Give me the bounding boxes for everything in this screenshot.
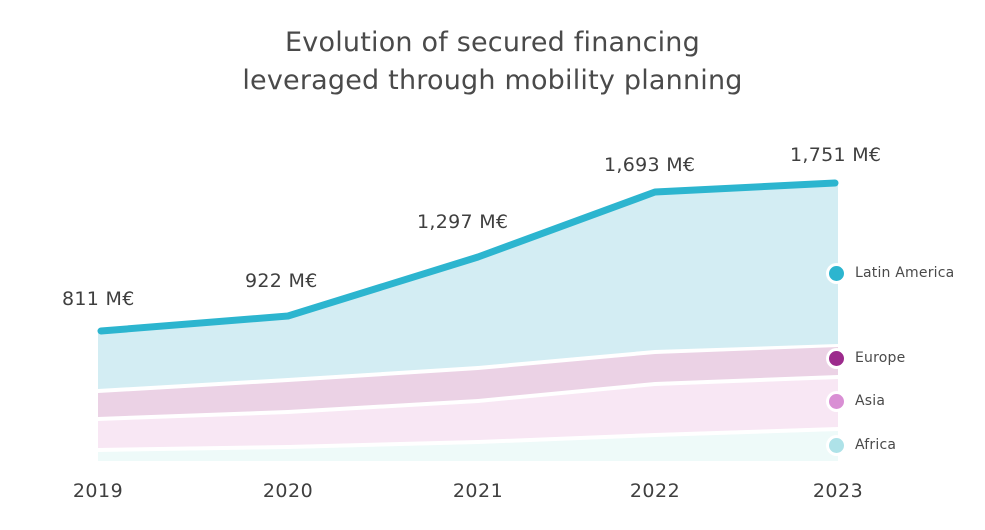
legend-dot-icon-latin-america bbox=[829, 265, 844, 281]
chart-title: Evolution of secured financing leveraged… bbox=[242, 27, 743, 96]
data-label-2022: 1,693 M€ bbox=[604, 154, 696, 176]
legend-dot-icon-europe bbox=[829, 350, 844, 366]
data-label-2020: 922 M€ bbox=[245, 270, 318, 292]
line-latin-america bbox=[97, 179, 839, 335]
legend-item-europe[interactable]: Europe bbox=[829, 350, 905, 366]
data-label-2019: 811 M€ bbox=[62, 288, 135, 310]
legend-label-latin-america: Latin America bbox=[855, 265, 955, 281]
x-tick-2021: 2021 bbox=[452, 480, 504, 502]
legend-label-africa: Africa bbox=[855, 437, 897, 453]
legend-dot-icon-africa bbox=[829, 437, 844, 453]
x-tick-2020: 2020 bbox=[262, 480, 314, 502]
area-band-asia bbox=[98, 379, 838, 448]
area-band-europe bbox=[98, 347, 838, 417]
x-tick-2022: 2022 bbox=[629, 480, 681, 502]
x-tick-2019: 2019 bbox=[72, 480, 124, 502]
legend-item-latin-america[interactable]: Latin America bbox=[829, 265, 954, 281]
legend-label-europe: Europe bbox=[855, 350, 906, 366]
data-label-2021: 1,297 M€ bbox=[417, 211, 509, 233]
legend-dot-icon-asia bbox=[829, 393, 844, 409]
legend-label-asia: Asia bbox=[855, 393, 886, 409]
area-band-africa bbox=[98, 431, 838, 461]
legend-item-africa[interactable]: Africa bbox=[829, 437, 896, 453]
area-band-latin-america bbox=[98, 184, 838, 389]
x-tick-2023: 2023 bbox=[812, 480, 864, 502]
legend-item-asia[interactable]: Asia bbox=[829, 393, 885, 409]
data-label-2023: 1,751 M€ bbox=[790, 144, 882, 166]
